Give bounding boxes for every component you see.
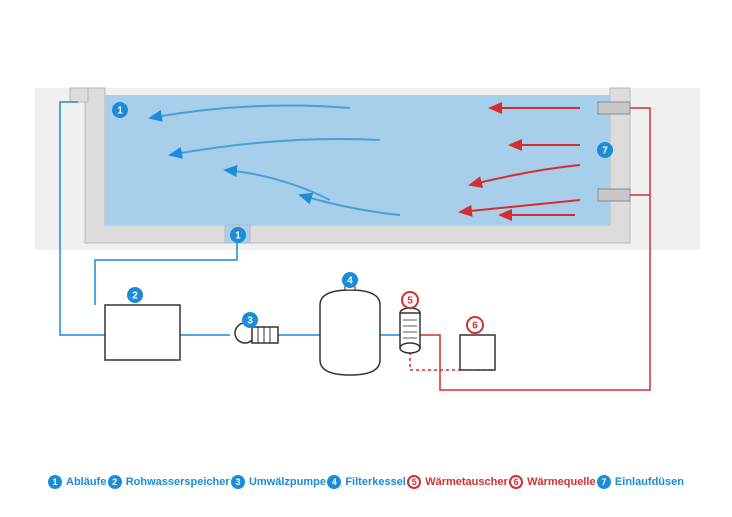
legend-marker-6: 6 xyxy=(509,475,523,489)
pool-schematic: 1 1 2 3 4 5 6 7 xyxy=(0,0,732,517)
svg-text:5: 5 xyxy=(407,296,413,307)
legend-marker-3: 3 xyxy=(231,475,245,489)
svg-text:3: 3 xyxy=(247,316,253,327)
heat-source xyxy=(460,335,495,370)
legend-label-1: Abläufe xyxy=(66,476,106,488)
svg-text:1: 1 xyxy=(117,106,123,117)
legend-item-1: 1 Abläufe xyxy=(48,475,106,489)
legend-item-5: 5 Wärmetauscher xyxy=(407,475,508,489)
legend-item-4: 4 Filterkessel xyxy=(327,475,406,489)
svg-text:7: 7 xyxy=(602,146,608,157)
raw-water-tank xyxy=(105,305,180,360)
svg-text:6: 6 xyxy=(472,321,478,332)
legend-item-6: 6 Wärmequelle xyxy=(509,475,595,489)
legend-marker-2: 2 xyxy=(108,475,122,489)
legend-label-3: Umwälzpumpe xyxy=(249,476,326,488)
legend-item-7: 7 Einlaufdüsen xyxy=(597,475,684,489)
legend-label-5: Wärmetauscher xyxy=(425,476,508,488)
svg-text:1: 1 xyxy=(235,231,241,242)
overflow-lip xyxy=(70,88,88,102)
legend-marker-7: 7 xyxy=(597,475,611,489)
legend-item-2: 2 Rohwasserspeicher xyxy=(108,475,230,489)
svg-text:2: 2 xyxy=(132,291,138,302)
legend-marker-5: 5 xyxy=(407,475,421,489)
heat-exchanger xyxy=(400,308,420,353)
legend-label-7: Einlaufdüsen xyxy=(615,476,684,488)
legend-marker-4: 4 xyxy=(327,475,341,489)
legend-marker-1: 1 xyxy=(48,475,62,489)
legend-label-4: Filterkessel xyxy=(345,476,406,488)
svg-text:4: 4 xyxy=(347,276,353,287)
legend: 1 Abläufe 2 Rohwasserspeicher 3 Umwälzpu… xyxy=(48,475,684,489)
legend-item-3: 3 Umwälzpumpe xyxy=(231,475,326,489)
legend-label-2: Rohwasserspeicher xyxy=(126,476,230,488)
legend-label-6: Wärmequelle xyxy=(527,476,595,488)
filter-vessel xyxy=(320,283,380,375)
